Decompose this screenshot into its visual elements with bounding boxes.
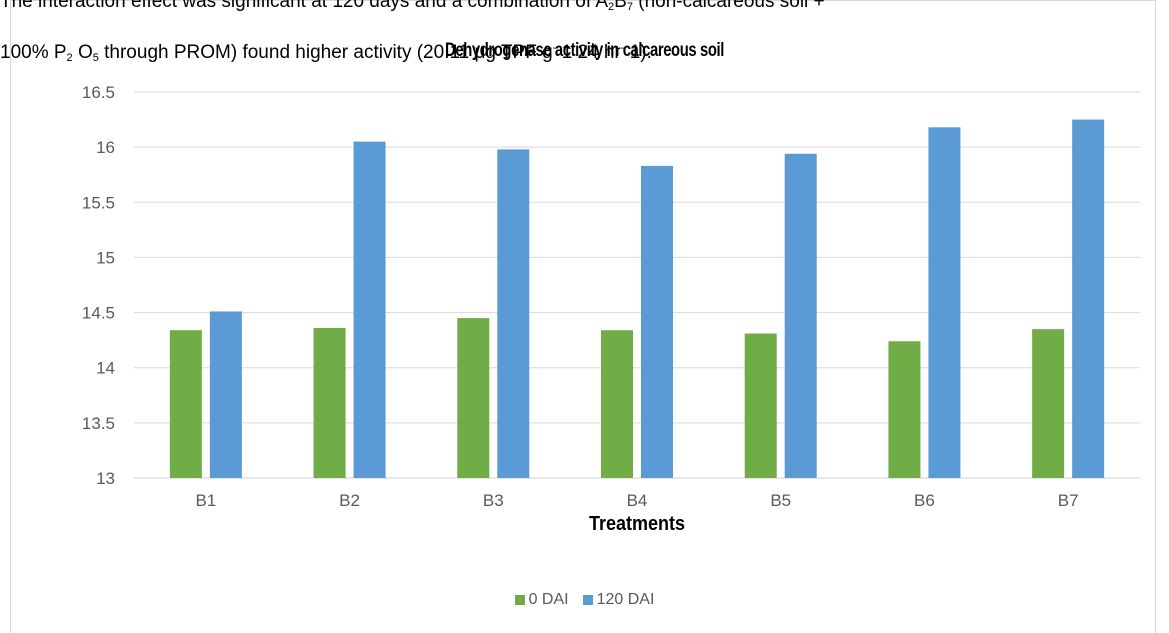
y-tick-label: 15	[96, 248, 115, 267]
line1-sub-a: 2	[608, 1, 615, 13]
line1-text-c: (non-calcareous soil +	[632, 0, 825, 12]
line1-text-b: B	[614, 0, 627, 12]
x-tick-label: B4	[627, 491, 648, 510]
y-tick-label: 16.5	[82, 83, 115, 102]
x-tick-label: B3	[483, 491, 504, 510]
bar-b2-120dai	[353, 141, 386, 478]
chart-legend: 0 DAI 120 DAI	[0, 591, 1169, 609]
bar-b3-0dai	[457, 318, 490, 478]
legend-swatch-0dai	[514, 595, 525, 605]
x-axis-ticks: B1 B2 B3 B4 B5 B6 B7	[195, 491, 1078, 510]
bar-b5-120dai	[784, 153, 817, 478]
y-axis-ticks: 16.5 16 15.5 15 14.5 14 13.5 13	[82, 83, 115, 488]
bar-b4-120dai	[641, 165, 673, 479]
x-tick-label: B5	[770, 491, 791, 510]
bar-b7-0dai	[1032, 329, 1065, 478]
line2-text-c: through PROM) found higher activity (20.…	[98, 42, 553, 63]
x-tick-label: B1	[195, 491, 216, 510]
y-tick-label: 13	[96, 469, 115, 488]
bar-b2-0dai	[313, 328, 346, 478]
line2-sup-a: -	[552, 42, 557, 54]
x-axis-title: Treatments	[588, 513, 686, 535]
line2-text-e: 1).	[624, 42, 652, 63]
bar-b5-0dai	[744, 333, 777, 478]
bar-b4-0dai	[601, 330, 633, 478]
bar-b6-0dai	[888, 341, 921, 478]
bar-b3-120dai	[497, 149, 530, 478]
body-text-line-2: 100% P2 O5 through PROM) found higher ac…	[0, 36, 652, 70]
x-tick-label: B7	[1058, 491, 1079, 510]
line2-text-b: O	[72, 42, 93, 63]
line2-sub-a: 2	[66, 52, 73, 64]
legend-label-120dai: 120 DAI	[596, 591, 655, 608]
y-tick-label: 13.5	[82, 414, 115, 433]
bar-b1-120dai	[209, 311, 242, 478]
y-tick-label: 14.5	[82, 304, 115, 323]
x-tick-label: B6	[914, 491, 935, 510]
bar-b7-120dai	[1072, 119, 1105, 479]
chart-title: Dehydrogenase activity in calcareous soi…	[445, 40, 724, 61]
line2-text-d: 1 24 hr	[556, 42, 621, 63]
bar-b6-120dai	[928, 127, 961, 478]
line2-text-a: 100% P	[0, 42, 67, 63]
bars	[169, 119, 1105, 479]
legend-item-0dai: 0 DAI	[514, 591, 569, 609]
bar-b1-0dai	[169, 330, 202, 478]
y-tick-label: 15.5	[82, 193, 115, 212]
y-tick-label: 16	[96, 138, 115, 157]
legend-swatch-120dai	[582, 595, 593, 605]
line2-sub-b: 5	[92, 52, 99, 64]
line1-text-a: The interaction effect was significant a…	[0, 0, 609, 12]
legend-item-120dai: 120 DAI	[582, 591, 655, 609]
chart-frame	[10, 0, 1156, 633]
y-tick-label: 14	[96, 359, 115, 378]
gridlines	[134, 91, 1140, 479]
body-text-line-1: The interaction effect was significant a…	[0, 0, 825, 19]
line2-sup-b: -	[620, 42, 625, 54]
x-tick-label: B2	[339, 491, 360, 510]
line1-sub-b: 7	[626, 1, 633, 13]
legend-label-0dai: 0 DAI	[528, 591, 569, 608]
